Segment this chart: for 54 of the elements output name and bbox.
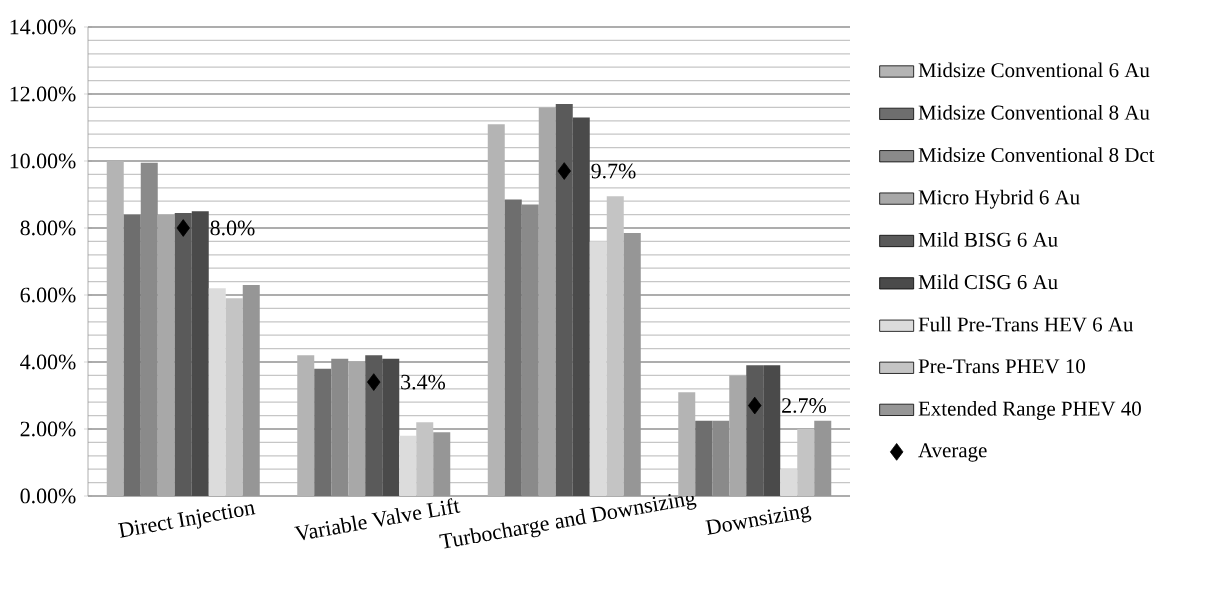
legend-label: Midsize Conventional 8 Au (918, 104, 1150, 120)
bar (746, 365, 764, 496)
bar (314, 368, 332, 496)
bar (157, 214, 175, 496)
y-tick-label: 12.00% (10, 86, 76, 102)
point (176, 219, 190, 237)
bar (382, 358, 400, 496)
legend-label: Midsize Conventional 8 Dct (918, 147, 1155, 163)
x-tick-label: Downsizing (705, 505, 812, 535)
data-label: 3.4% (401, 374, 446, 390)
bar (208, 288, 226, 496)
point (367, 373, 381, 391)
bar (487, 124, 505, 496)
bar (572, 117, 590, 496)
bar (416, 422, 434, 496)
bar (191, 211, 209, 496)
bar (763, 365, 781, 496)
legend-label: Pre-Trans PHEV 10 (918, 359, 1085, 374)
bar (297, 355, 315, 496)
legend-label: Extended Range PHEV 40 (918, 400, 1141, 420)
bar (589, 241, 607, 496)
y-tick-label: 14.00% (10, 19, 76, 35)
y-tick-label: 8.00% (20, 220, 76, 236)
y-tick-label: 6.00% (20, 287, 76, 303)
y-tick-label: 0.00% (20, 488, 76, 504)
legend-label: Mild CISG 6 Au (918, 274, 1058, 290)
legend-label: Average (918, 443, 987, 462)
data-label: 2.7% (782, 398, 827, 413)
bar (225, 298, 243, 496)
bar (504, 199, 522, 496)
point (748, 396, 762, 415)
bar (695, 420, 713, 496)
bar (106, 161, 124, 496)
point (557, 162, 571, 180)
bar (780, 469, 798, 496)
y-tick-label: 2.00% (20, 421, 76, 437)
data-label: 9.7% (591, 163, 636, 179)
bar (729, 375, 747, 496)
bar (348, 362, 366, 496)
y-tick-label: 10.00% (10, 153, 76, 169)
bar (365, 355, 383, 496)
data-label: 8.0% (210, 220, 255, 236)
legend-label: Micro Hybrid 6 Au (918, 189, 1080, 209)
bar (123, 214, 141, 496)
bar (678, 392, 696, 496)
y-tick-label: 4.00% (20, 354, 76, 370)
bar (399, 435, 417, 496)
legend-label: Full Pre-Trans HEV 6 Au (918, 316, 1134, 332)
bar (174, 212, 192, 496)
legend-label: Midsize Conventional 6 Au (918, 62, 1150, 78)
legend-label: Mild BISG 6 Au (918, 232, 1058, 247)
x-tick-label: Direct Injection (117, 503, 256, 538)
bar (555, 104, 573, 496)
bar (538, 107, 556, 496)
